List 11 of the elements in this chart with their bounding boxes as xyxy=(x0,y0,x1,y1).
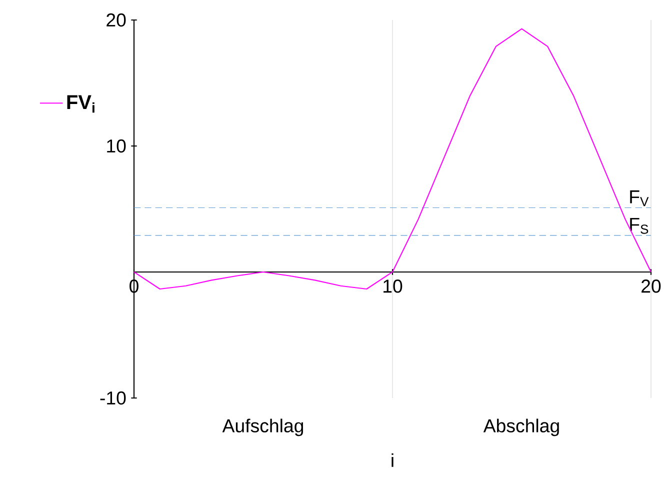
x-axis-title: i xyxy=(392,453,394,467)
ref-line-label: F$_{V}$ xyxy=(630,190,649,206)
legend-label: FV$_{i}$ xyxy=(67,95,94,113)
ref-line-label: F$_{S}$ xyxy=(630,218,648,234)
x-tick-label: 20 xyxy=(642,280,661,293)
text: Abschlag xyxy=(483,418,559,436)
y-tick-label: -10 xyxy=(100,391,126,405)
x-tick-label: 10 xyxy=(384,280,402,293)
text: Aufschlag xyxy=(222,418,304,436)
y-tick-label: 10 xyxy=(107,139,126,153)
y-tick-label: 20 xyxy=(106,13,126,27)
